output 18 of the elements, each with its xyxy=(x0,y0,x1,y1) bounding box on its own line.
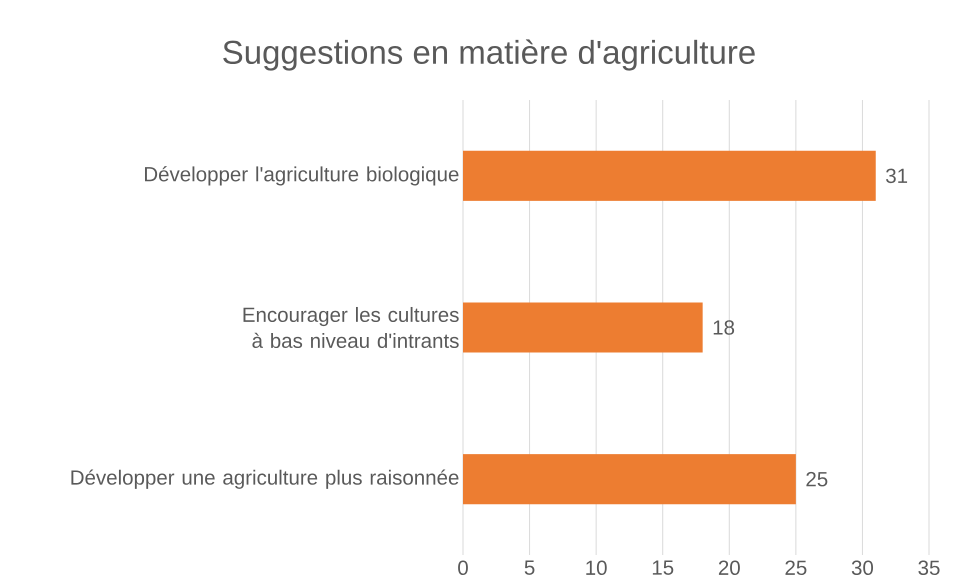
x-tick-label: 10 xyxy=(586,560,607,576)
data-label: 31 xyxy=(886,168,908,184)
x-tick-label: 15 xyxy=(652,560,674,575)
x-tick-label: 35 xyxy=(918,560,940,576)
x-tick-label: 20 xyxy=(718,560,740,576)
data-label: 25 xyxy=(806,472,828,486)
y-tick-label: Encourager les cultures à bas niveau d'intrants xyxy=(244,306,459,348)
y-tick-label: Développer l'agriculture biologique xyxy=(145,166,458,186)
bar xyxy=(463,454,796,504)
bar xyxy=(463,302,703,353)
data-label: 18 xyxy=(714,320,734,335)
x-tick-label: 30 xyxy=(852,560,874,576)
x-tick-label: 25 xyxy=(785,560,806,576)
x-tick-label: 5 xyxy=(524,560,534,575)
chart-title: Suggestions en matière d'agriculture xyxy=(223,39,755,71)
y-tick-label: Développer une agriculture plus raisonnée xyxy=(71,470,458,489)
x-tick-label: 0 xyxy=(458,560,468,576)
bar xyxy=(463,150,876,201)
